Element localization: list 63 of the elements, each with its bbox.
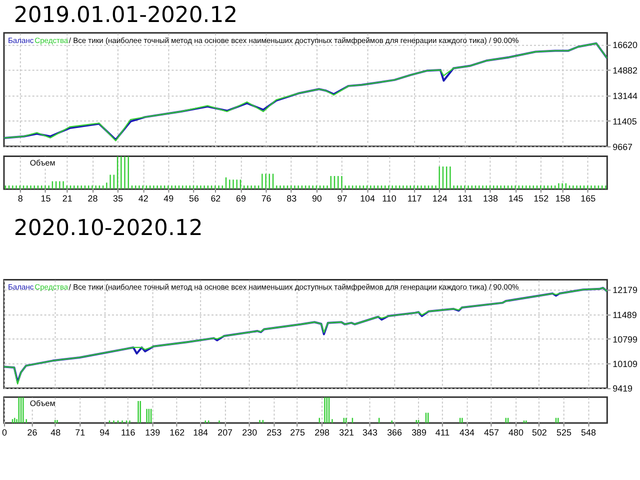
y-tick-label: 16620	[612, 40, 638, 50]
x-tick-label: 26	[27, 427, 38, 438]
x-tick-label: 480	[508, 427, 524, 438]
x-tick-label: 8	[18, 194, 23, 204]
y-tick-label: 9667	[612, 142, 633, 152]
x-tick-label: 207	[218, 427, 233, 438]
x-tick-label: 411	[435, 427, 450, 438]
x-tick-label: 104	[360, 194, 376, 204]
x-tick-label: 343	[362, 427, 378, 438]
x-tick-label: 525	[556, 427, 572, 438]
x-tick-label: 49	[164, 194, 174, 204]
x-tick-label: 138	[483, 194, 498, 204]
x-tick-label: 117	[407, 194, 422, 204]
x-tick-label: 184	[193, 427, 208, 438]
x-tick-label: 21	[62, 194, 72, 204]
chart-title: Объем	[30, 158, 56, 168]
x-tick-label: 502	[532, 427, 547, 438]
x-tick-label: 275	[290, 427, 306, 438]
x-tick-label: 548	[581, 427, 596, 438]
x-tick-label: 116	[120, 427, 136, 438]
y-tick-label: 14882	[612, 66, 638, 76]
x-tick-label: 35	[113, 194, 124, 204]
y-tick-label: 10799	[612, 334, 638, 344]
x-tick-label: 165	[580, 194, 596, 204]
x-tick-label: 110	[382, 194, 396, 204]
x-tick-label: 389	[412, 427, 427, 438]
x-tick-label: 69	[236, 194, 246, 204]
x-tick-label: 42	[138, 194, 148, 204]
x-tick-label: 124	[432, 194, 448, 204]
y-tick-label: 11405	[612, 116, 637, 126]
chart-title: Объем	[30, 399, 56, 408]
x-tick-label: 15	[40, 194, 51, 204]
x-tick-label: 158	[555, 194, 570, 204]
x-tick-label: 321	[339, 427, 354, 438]
x-tick-label: 230	[242, 427, 258, 438]
x-tick-label: 83	[286, 194, 297, 204]
x-tick-label: 298	[314, 427, 330, 438]
y-tick-label: 10109	[612, 359, 638, 370]
x-tick-label: 48	[50, 427, 61, 438]
y-tick-label: 9419	[612, 384, 633, 394]
y-tick-label: 11489	[612, 310, 637, 320]
y-tick-label: 13144	[612, 91, 638, 102]
x-tick-label: 28	[88, 194, 98, 204]
y-tick-label: 12179	[612, 285, 638, 296]
x-tick-label: 62	[210, 194, 221, 204]
x-tick-label: 152	[534, 194, 549, 204]
chart-title: 2019.01.01-2020.12	[14, 2, 238, 28]
x-tick-label: 162	[170, 427, 185, 438]
x-tick-label: 253	[266, 427, 282, 438]
x-tick-label: 145	[508, 194, 524, 204]
x-tick-label: 434	[460, 427, 474, 438]
x-tick-label: 139	[145, 427, 160, 438]
x-tick-label: 94	[100, 427, 110, 438]
x-tick-label: 0	[2, 427, 7, 438]
chart-title: 2020.10-2020.12	[14, 216, 203, 241]
x-tick-label: 457	[484, 427, 499, 438]
x-tick-label: 131	[458, 194, 473, 204]
x-tick-label: 71	[75, 427, 86, 438]
x-tick-label: 76	[261, 194, 272, 204]
x-tick-label: 366	[387, 427, 402, 438]
x-tick-label: 56	[188, 194, 199, 204]
x-tick-label: 97	[337, 194, 348, 204]
x-tick-label: 90	[312, 194, 322, 204]
